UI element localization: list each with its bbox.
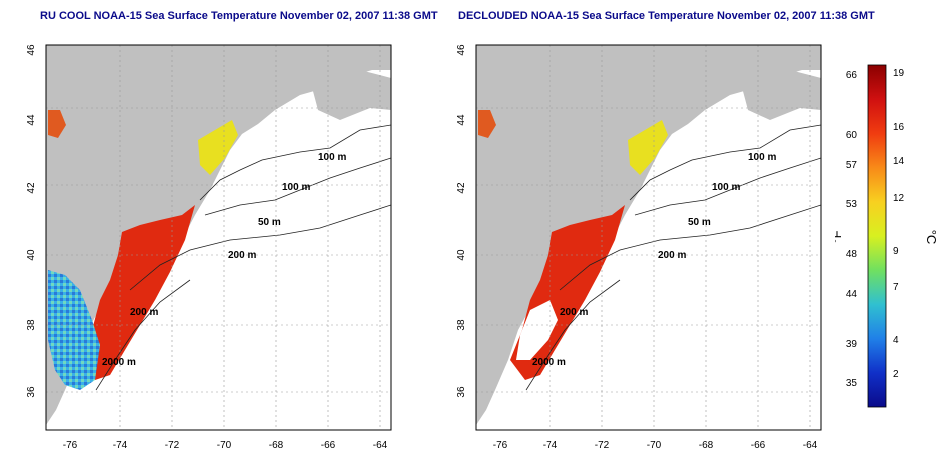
lon-tick: -74 — [113, 440, 128, 451]
warm-water — [80, 205, 195, 380]
lon-tick: -72 — [165, 440, 180, 451]
c-tick: 12 — [893, 193, 905, 204]
c-tick: 9 — [893, 246, 899, 257]
map-frame — [475, 44, 822, 431]
lat-tick: 36 — [456, 386, 467, 398]
lat-tick: 44 — [456, 114, 467, 126]
f-tick: 39 — [846, 339, 858, 350]
lon-tick: -70 — [217, 440, 232, 451]
latitude-ticks: 46 44 42 40 38 36 — [456, 44, 467, 398]
lon-tick: -76 — [493, 440, 508, 451]
longitude-ticks: -76 -74 -72 -70 -68 -66 -64 — [493, 440, 818, 451]
lon-tick: -68 — [699, 440, 714, 451]
celsius-label: °C — [924, 230, 939, 245]
contour-label: 200 m — [130, 307, 158, 318]
contour-label: 100 m — [712, 182, 740, 193]
contour-label: 200 m — [560, 307, 588, 318]
f-tick: 53 — [846, 199, 858, 210]
c-tick: 16 — [893, 122, 905, 133]
f-tick: 66 — [846, 70, 858, 81]
right-map-title: DECLOUDED NOAA-15 Sea Surface Temperatur… — [458, 10, 875, 22]
lat-tick: 42 — [26, 182, 37, 194]
bathymetry-contours — [95, 124, 391, 391]
nova-scotia — [310, 70, 391, 120]
left-map-title: RU COOL NOAA-15 Sea Surface Temperature … — [40, 10, 438, 22]
masked-cloud-area — [516, 300, 558, 360]
lat-tick: 38 — [26, 319, 37, 331]
land-mass — [476, 45, 821, 425]
f-tick: 57 — [846, 160, 858, 171]
lat-tick: 46 — [26, 44, 37, 56]
celsius-ticks: 19 16 14 12 9 7 4 2 — [893, 68, 905, 380]
contour-label: 50 m — [258, 217, 281, 228]
contour-label: 200 m — [228, 250, 256, 261]
contour-label: 2000 m — [102, 357, 136, 368]
lon-tick: -68 — [269, 440, 284, 451]
f-tick: 44 — [846, 289, 858, 300]
gulf-of-maine-yellow — [198, 120, 238, 175]
lat-tick: 40 — [456, 249, 467, 261]
contour-label: 200 m — [658, 250, 686, 261]
nova-scotia — [740, 70, 821, 120]
lat-tick: 46 — [456, 44, 467, 56]
c-tick: 19 — [893, 68, 905, 79]
c-tick: 4 — [893, 335, 899, 346]
temperature-colorbar: 66 60 57 53 48 44 39 35 19 16 14 12 9 7 … — [835, 64, 939, 408]
lon-tick: -70 — [647, 440, 662, 451]
lon-tick: -64 — [803, 440, 818, 451]
f-tick: 48 — [846, 249, 858, 260]
fahrenheit-ticks: 66 60 57 53 48 44 39 35 — [846, 70, 858, 389]
gulf-of-maine-yellow — [628, 120, 668, 175]
offshore-warm-patch — [478, 110, 496, 138]
lon-tick: -72 — [595, 440, 610, 451]
lon-tick: -74 — [543, 440, 558, 451]
contour-label: 100 m — [318, 152, 346, 163]
lat-tick: 42 — [456, 182, 467, 194]
map-frame — [45, 44, 392, 431]
longitude-ticks: -76 -74 -72 -70 -68 -66 -64 — [63, 440, 388, 451]
offshore-warm-patch — [48, 110, 66, 138]
lat-tick: 44 — [26, 114, 37, 126]
lat-tick: 36 — [26, 386, 37, 398]
grid-lines — [476, 45, 821, 430]
cool-water — [48, 270, 100, 390]
lon-tick: -64 — [373, 440, 388, 451]
f-tick: 35 — [846, 378, 858, 389]
lat-tick: 40 — [26, 249, 37, 261]
latitude-ticks: 46 44 42 40 38 36 — [26, 44, 37, 398]
grid-lines — [46, 45, 391, 430]
contour-label: 100 m — [748, 152, 776, 163]
contour-label: 50 m — [688, 217, 711, 228]
lon-tick: -66 — [751, 440, 766, 451]
c-tick: 7 — [893, 282, 899, 293]
lon-tick: -66 — [321, 440, 336, 451]
c-tick: 14 — [893, 156, 905, 167]
bathymetry-contours — [525, 124, 821, 391]
lat-tick: 38 — [456, 319, 467, 331]
lon-tick: -76 — [63, 440, 78, 451]
right-map: 100 m 100 m 50 m 200 m 200 m 2000 m 46 4… — [456, 44, 822, 451]
contour-label: 2000 m — [532, 357, 566, 368]
c-tick: 2 — [893, 369, 899, 380]
f-tick: 60 — [846, 130, 858, 141]
colorbar-gradient — [867, 64, 887, 408]
left-map: 100 m 100 m 50 m 200 m 200 m 2000 m 46 4… — [26, 44, 392, 451]
fahrenheit-label: °F — [835, 230, 844, 243]
contour-label: 100 m — [282, 182, 310, 193]
land-mass — [46, 45, 391, 425]
